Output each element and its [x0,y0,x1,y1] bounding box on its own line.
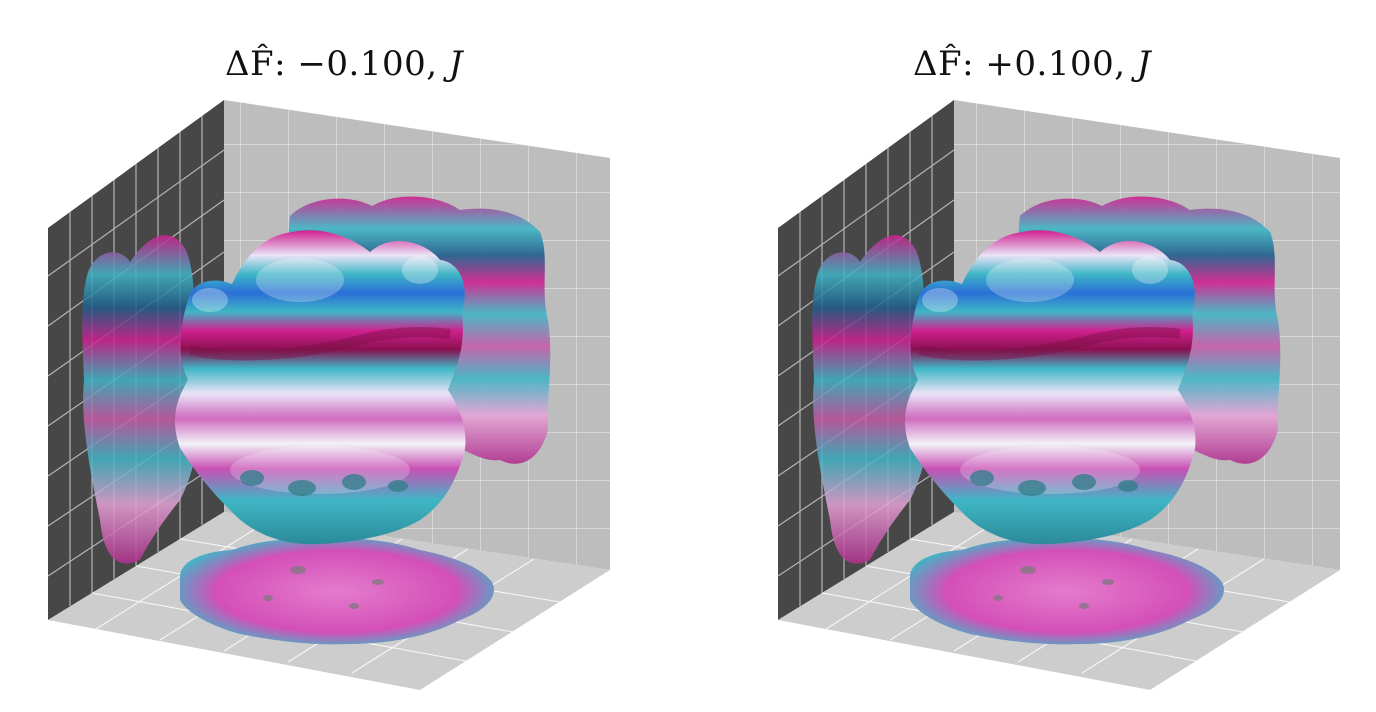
left-wall-projection [812,235,932,564]
isosurface-scene-left [47,100,610,690]
panel-title-right: ΔF̂: +0.100, J [688,44,1376,84]
panel-title-variable: J [448,44,463,84]
panel-title-variable: J [1136,44,1151,84]
render-panel-right: ΔF̂: +0.100, J [688,0,1376,712]
left-wall-projection [82,235,202,564]
panel-title-value: +0.100, [985,44,1126,84]
render-panel-left: ΔF̂: −0.100, J [0,44,688,690]
panel-title-symbol: ΔF̂: [912,44,975,84]
floor-projection [179,538,494,645]
isosurface-body [174,230,466,545]
isosurface-scene-right [777,100,1340,690]
floor-projection [909,538,1224,645]
panel-title-left: ΔF̂: −0.100, J [0,44,688,84]
panel-title-value: −0.100, [297,44,438,84]
isosurface-body [904,230,1196,545]
panel-title-symbol: ΔF̂: [224,44,287,84]
